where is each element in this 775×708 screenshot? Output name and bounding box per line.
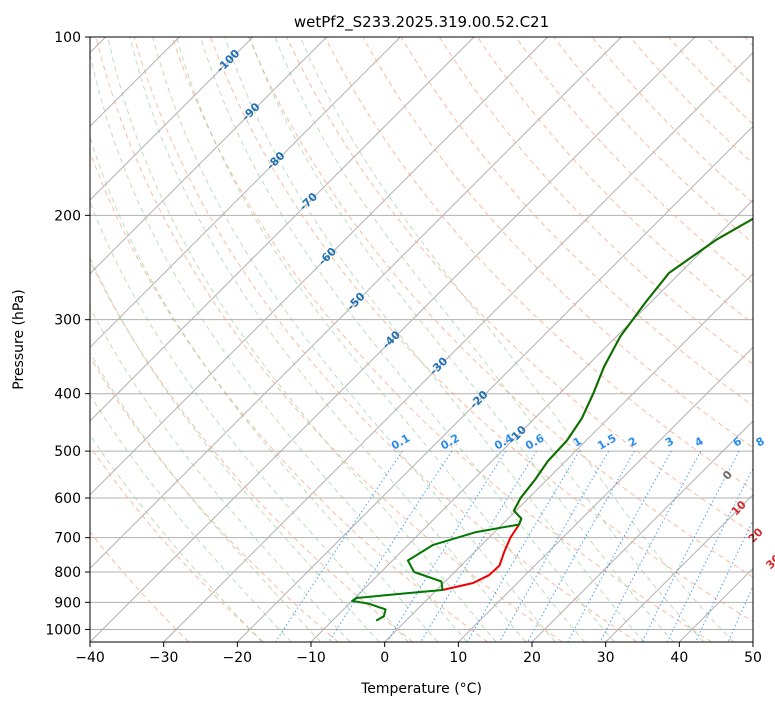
moist-adiabat-line [299, 37, 734, 642]
moist-adiabat-line [90, 135, 439, 642]
isotherm-line [236, 125, 753, 642]
x-tick-label: 40 [670, 650, 688, 666]
mixing-ratio-line [567, 450, 672, 642]
moist-adiabat-line [90, 351, 322, 642]
dry-adiabat-line [438, 37, 753, 365]
x-axis-label: Temperature (°C) [360, 681, 482, 697]
isotherm-line [90, 37, 254, 201]
y-tick-label: 700 [54, 531, 81, 547]
y-axis-label: Pressure (hPa) [11, 289, 27, 389]
moist-adiabat-line [152, 37, 556, 642]
mixing-ratio-line [274, 450, 403, 642]
y-tick-label: 200 [54, 208, 81, 224]
y-tick-label: 500 [54, 444, 81, 460]
plot-frame [89, 36, 754, 643]
isotherm-line [90, 37, 328, 275]
x-tick-label: −20 [223, 650, 253, 666]
mixing-ratio-line [695, 519, 753, 642]
isotherm-line [90, 37, 475, 422]
dry-adiabat-line [362, 37, 753, 449]
x-tick-label: 0 [380, 650, 389, 666]
mixing-ratio-line [328, 450, 453, 642]
moist-adiabat-line [90, 306, 351, 642]
mixing-ratio-line [498, 450, 610, 642]
moist-adiabat-line [90, 394, 292, 642]
x-tick-label: 10 [449, 650, 467, 666]
isotherm-line [384, 272, 753, 642]
moist-adiabat-line [90, 51, 468, 642]
plot-area [90, 37, 753, 642]
isotherm-line [90, 37, 696, 642]
y-tick-label: 900 [54, 595, 81, 611]
dry-adiabat-line [90, 356, 339, 642]
dry-adiabat-line [400, 37, 753, 407]
background-lines [90, 37, 775, 644]
isotherm-line [90, 37, 401, 349]
y-tick-label: 1000 [45, 622, 81, 638]
moist-adiabat-line [199, 37, 615, 642]
mixing-ratio-line [466, 450, 580, 642]
x-tick-label: 20 [523, 650, 541, 666]
isotherm-line [90, 37, 622, 570]
mixing-ratio-line [641, 450, 740, 642]
mixing-ratio-label: 8 [754, 435, 767, 450]
moist-adiabat-line [274, 37, 704, 642]
dry-adiabat-line [133, 37, 638, 642]
dry-adiabat-line [324, 37, 753, 491]
x-tick-label: 30 [597, 650, 615, 666]
x-tick-label: −40 [75, 650, 105, 666]
moist-adiabat-line [90, 433, 263, 642]
mixing-ratio-line [760, 451, 775, 644]
moist-adiabat-line [107, 37, 497, 642]
moist-adiabat-line [90, 256, 380, 642]
moist-adiabat-line [175, 37, 586, 642]
axes: −40 −30 −20 −10 0 10 20 30 40 50 1000 900 800 700 600 5… [45, 30, 762, 666]
x-tick-label: 50 [744, 650, 762, 666]
x-tick-label: −30 [149, 650, 179, 666]
moist-adiabat-label: 30 [764, 552, 775, 572]
profile-curves [351, 217, 753, 622]
y-tick-label: 100 [54, 30, 81, 46]
mixing-ratio-line [386, 450, 507, 642]
moist-adiabat-line [224, 37, 645, 642]
x-tick-label: −10 [296, 650, 326, 666]
y-tick-label: 600 [54, 491, 81, 507]
isotherm-line [90, 37, 549, 496]
y-tick-label: 800 [54, 565, 81, 581]
dry-adiabat-line [286, 37, 753, 534]
mixing-ratio-line [666, 467, 753, 642]
moist-adiabat-line [249, 37, 675, 642]
dry-adiabat-line [248, 37, 753, 578]
y-tick-label: 300 [54, 313, 81, 329]
dewpoint-line [351, 217, 753, 622]
isotherm-line [163, 51, 753, 642]
moist-adiabat-line [90, 200, 409, 642]
dry-adiabat-line [95, 37, 563, 642]
y-tick-label: 400 [54, 387, 81, 403]
dry-adiabat-line [90, 531, 190, 642]
dry-adiabat-line [210, 37, 753, 623]
isotherm-line [531, 420, 753, 642]
isotherm-line [457, 346, 753, 642]
isotherm-line [752, 641, 753, 642]
isotherm-line [605, 493, 753, 642]
chart-title: wetPf2_S233.2025.319.00.52.C21 [294, 13, 549, 32]
